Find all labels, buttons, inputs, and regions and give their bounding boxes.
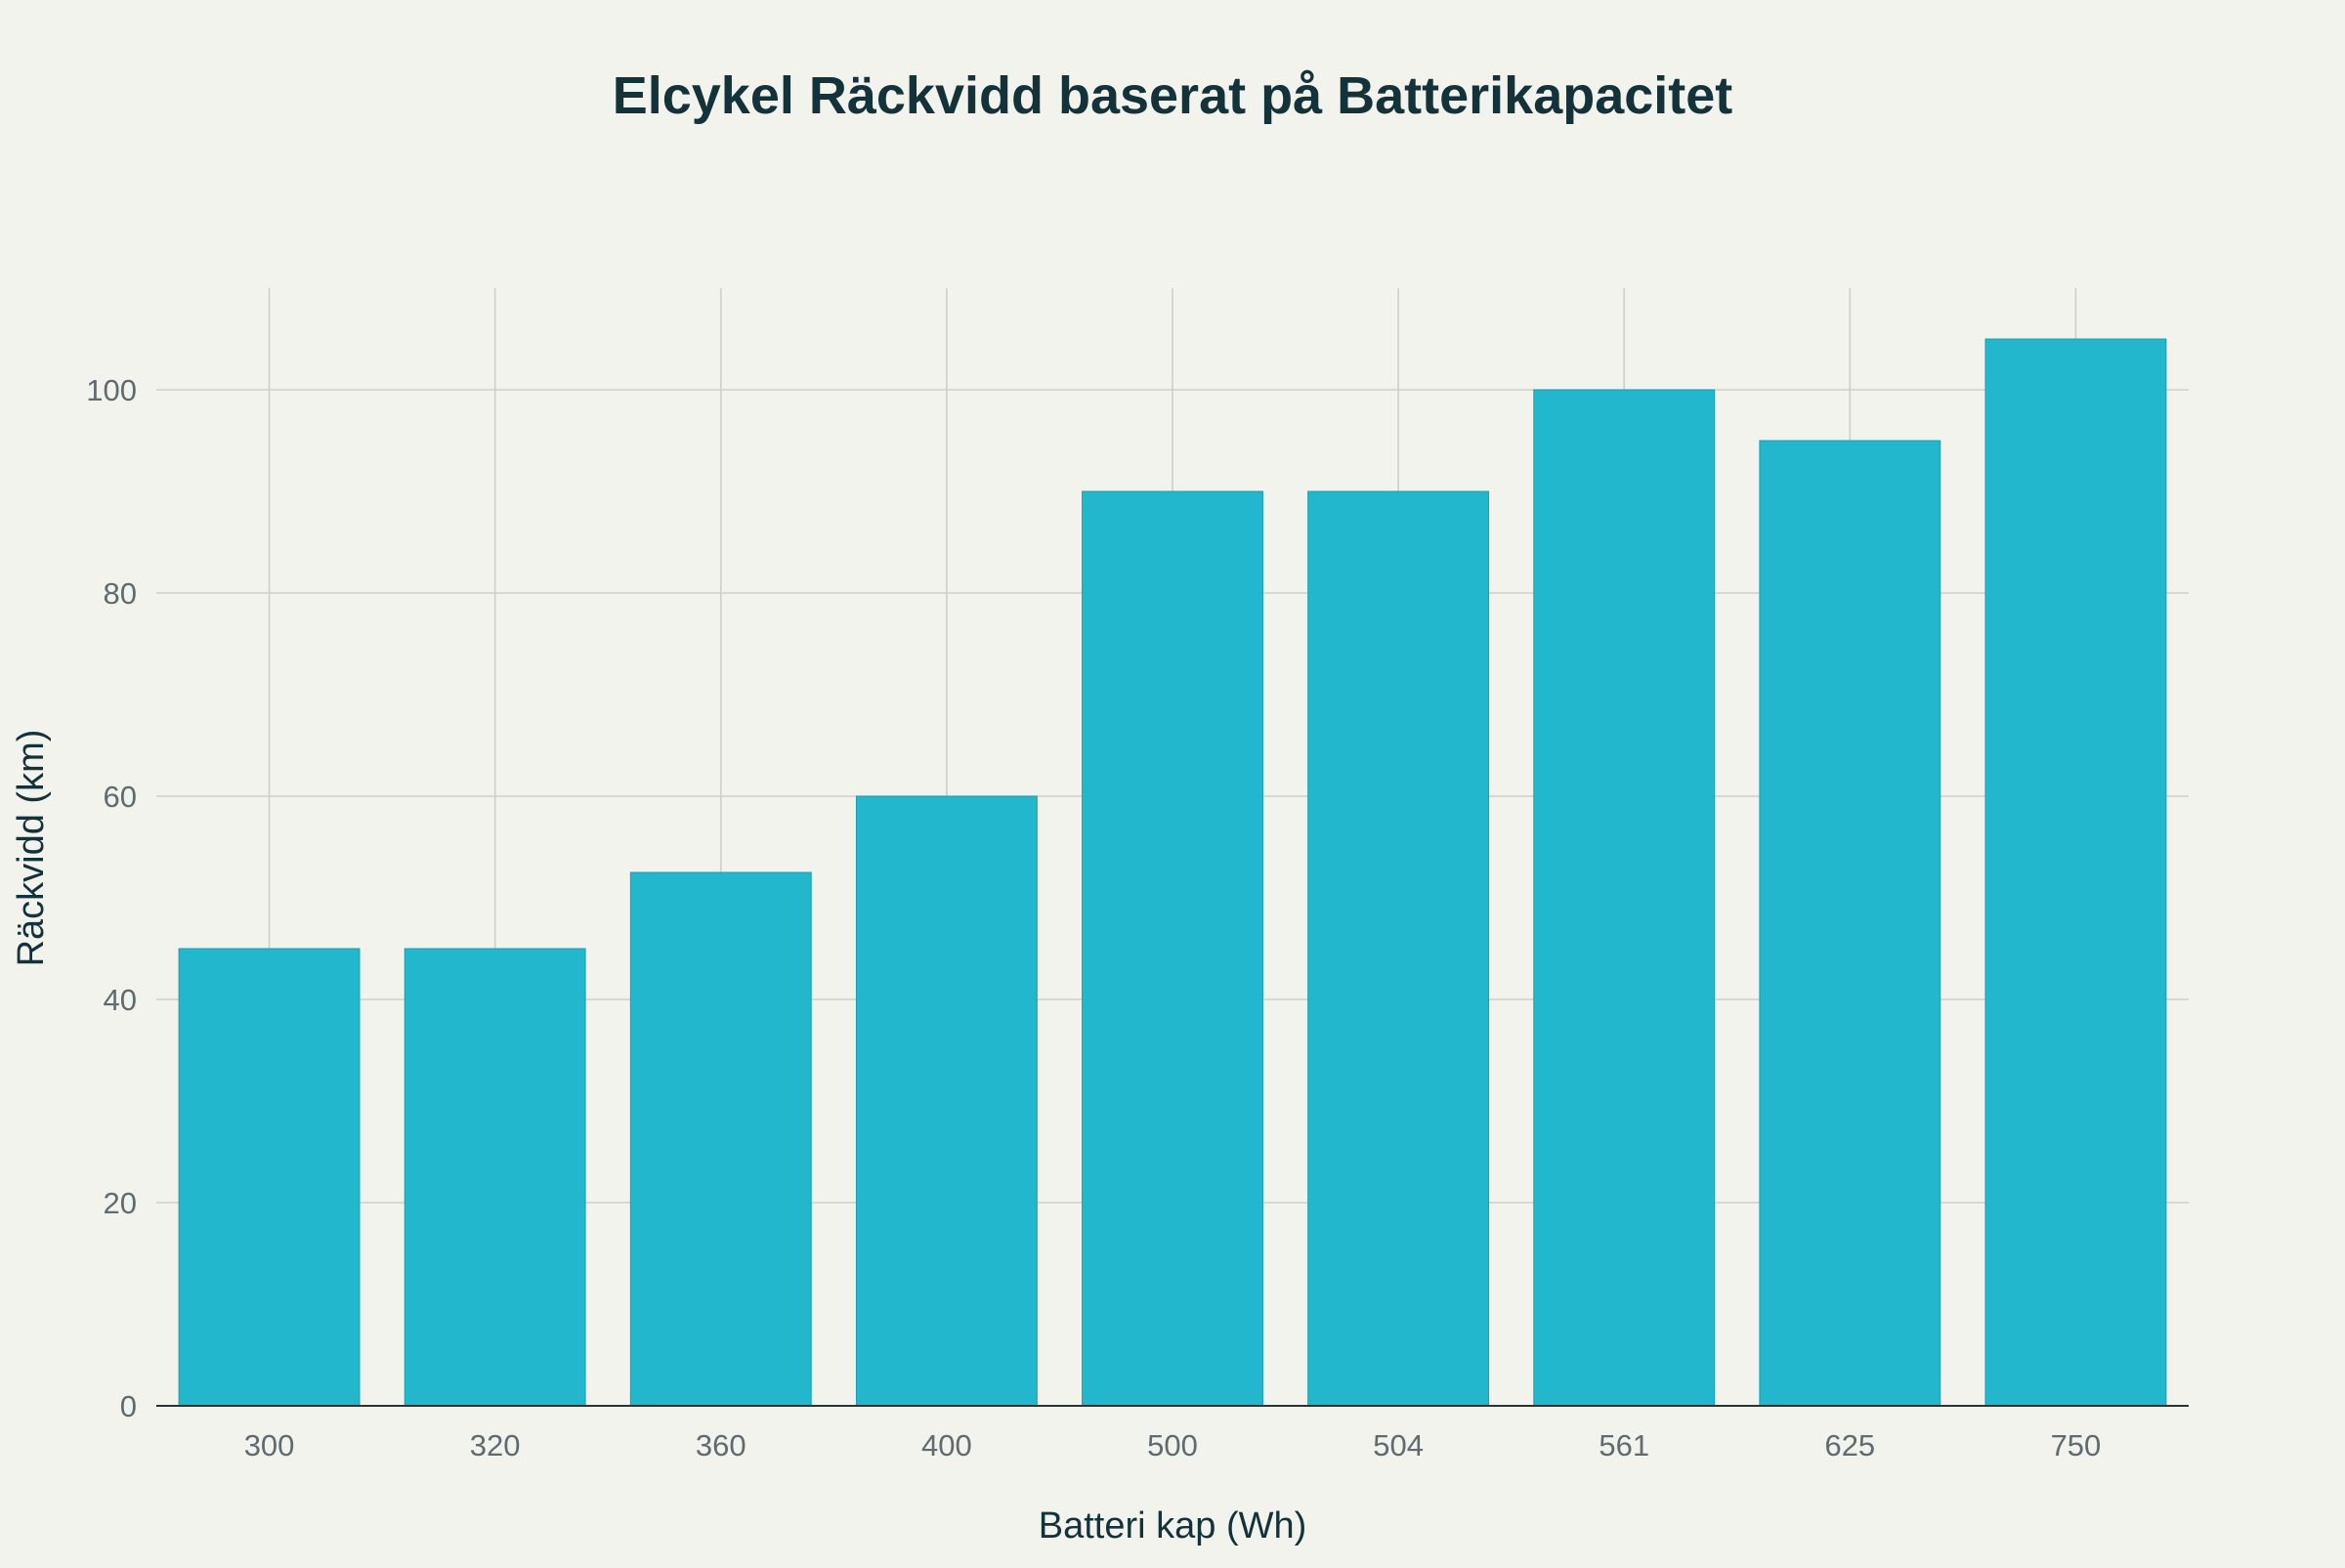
bar-561 — [1533, 389, 1716, 1407]
x-tick-label: 360 — [696, 1428, 746, 1462]
y-tick-label: 80 — [104, 576, 137, 611]
y-tick-label: 40 — [104, 983, 137, 1017]
y-tick-label: 100 — [86, 373, 137, 407]
bars — [178, 338, 2167, 1407]
y-axis-title: Räckvidd (km) — [11, 730, 52, 967]
bar-504 — [1307, 490, 1490, 1407]
bar-320 — [404, 948, 586, 1407]
x-tick-label: 400 — [921, 1428, 972, 1462]
y-tick-label: 60 — [104, 780, 137, 814]
x-tick-label: 300 — [244, 1428, 295, 1462]
x-tick-label: 561 — [1599, 1428, 1649, 1462]
tick-labels: 0 20 40 60 80 100 300 320 360 400 500 504 561 625 750 — [86, 373, 2101, 1462]
x-axis-title: Batteri kap (Wh) — [1039, 1505, 1307, 1547]
bar-625 — [1759, 440, 1941, 1407]
x-tick-label: 504 — [1373, 1428, 1424, 1462]
x-tick-label: 750 — [2051, 1428, 2102, 1462]
x-tick-label: 500 — [1147, 1428, 1198, 1462]
bar-500 — [1082, 490, 1263, 1407]
bar-300 — [178, 948, 361, 1407]
chart-title: Elcykel Räckvidd baserat på Batterikapac… — [613, 66, 1733, 125]
bar-360 — [629, 871, 812, 1407]
x-tick-label: 320 — [470, 1428, 521, 1462]
y-tick-label: 0 — [120, 1389, 137, 1423]
bar-750 — [1984, 338, 2167, 1407]
bar-400 — [855, 795, 1038, 1407]
y-tick-label: 20 — [104, 1186, 137, 1220]
x-tick-label: 625 — [1824, 1428, 1875, 1462]
